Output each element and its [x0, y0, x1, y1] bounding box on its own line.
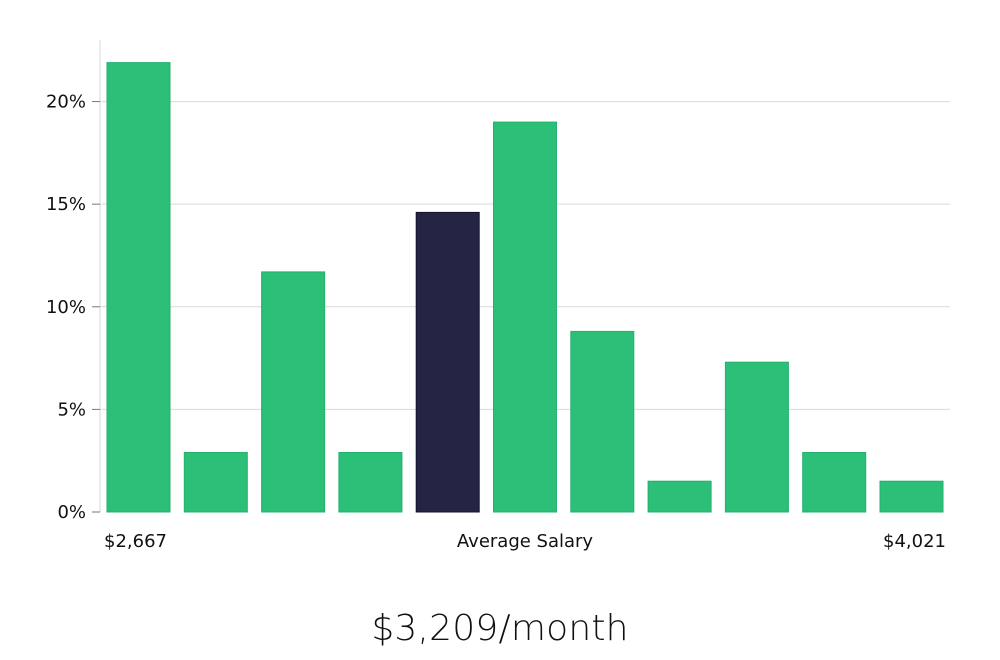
- average-salary-value: $3,209/month: [371, 608, 629, 649]
- x-center-label: Average Salary: [457, 531, 594, 552]
- bar: [647, 480, 712, 513]
- y-axis-ticks: 0% 5% 10% 15% 20%: [46, 92, 100, 523]
- bar-highlighted: [415, 211, 480, 513]
- salary-histogram: 0% 5% 10% 15% 20% $2,667 Average Salary $4,0…: [46, 40, 950, 552]
- y-tick-label: 10%: [46, 297, 86, 318]
- y-tick-label: 0%: [57, 502, 86, 523]
- bar: [879, 480, 944, 513]
- bar: [338, 452, 403, 513]
- y-tick-label: 5%: [57, 399, 86, 420]
- x-min-label: $2,667: [104, 531, 167, 552]
- bar: [106, 62, 171, 513]
- y-tick-label: 20%: [46, 92, 86, 113]
- bar: [183, 452, 248, 513]
- bar: [261, 271, 326, 513]
- x-max-label: $4,021: [883, 531, 946, 552]
- bar: [570, 330, 635, 513]
- bar: [802, 452, 867, 513]
- bars: [106, 62, 944, 513]
- y-tick-label: 15%: [46, 194, 86, 215]
- bar: [724, 361, 789, 513]
- bar: [493, 121, 557, 513]
